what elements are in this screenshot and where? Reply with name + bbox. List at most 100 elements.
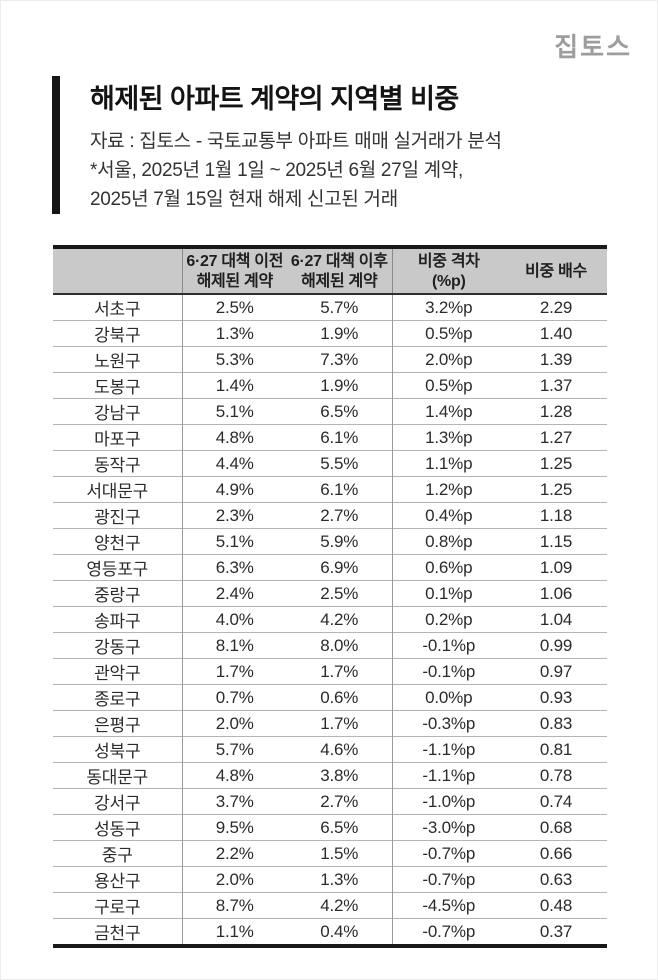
before-cell: 2.5% — [215, 297, 254, 317]
district-cell: 관악구 — [53, 658, 183, 685]
before-cell: 2.2% — [182, 840, 287, 867]
district-cell: 광진구 — [53, 502, 183, 529]
before-cell: 2.0% — [182, 866, 287, 893]
after-cell: 2.7% — [287, 788, 393, 815]
header-multiple: 비중 배수 — [505, 247, 607, 296]
gap-cell: -0.1%p — [392, 632, 505, 659]
before-cell: 8.7% — [182, 892, 287, 919]
before-cell: 5.3% — [182, 346, 287, 373]
table-row: 성북구 5.7% 4.6% -1.1%p 0.81 — [53, 736, 607, 763]
header-line: 6·27 대책 이전 — [186, 253, 284, 270]
after-cell: 1.9% — [287, 372, 393, 399]
multiple-cell: 0.78 — [505, 762, 607, 789]
multiple-cell: 0.99 — [505, 632, 607, 659]
after-cell: 1.7% — [287, 658, 393, 685]
gap-cell: -0.7%p — [392, 866, 505, 893]
after-cell: 8.0% — [287, 632, 393, 659]
district-cell: 서대문구 — [53, 476, 183, 503]
after-cell: 0.6% — [287, 684, 393, 711]
table-row: 서대문구 4.9% 6.1% 1.2%p 1.25 — [53, 476, 607, 503]
multiple-cell: 1.39 — [505, 346, 607, 373]
multiple-cell: 1.37 — [505, 372, 607, 399]
district-cell: 중구 — [53, 840, 183, 867]
after-cell: 6.1% — [287, 476, 393, 503]
table-header-row: 6·27 대책 이전 해제된 계약 6·27 대책 이후 해제된 계약 비중 격… — [53, 247, 607, 296]
before-cell: 2.4% — [182, 580, 287, 607]
after-cell: 4.2% — [287, 606, 393, 633]
gap-cell: -0.1%p — [392, 658, 505, 685]
before-cell: 1.7% — [182, 658, 287, 685]
gap-cell: 1.4%p — [392, 398, 505, 425]
district-cell: 강북구 — [53, 320, 183, 347]
table-row: 강동구 8.1% 8.0% -0.1%p 0.99 — [53, 632, 607, 659]
after-cell: 1.9% — [287, 320, 393, 347]
district-cell: 동대문구 — [53, 762, 183, 789]
table-row: 도봉구 1.4% 1.9% 0.5%p 1.37 — [53, 372, 607, 399]
district-cell: 용산구 — [53, 866, 183, 893]
table-row: 강북구 1.3% 1.9% 0.5%p 1.40 — [53, 320, 607, 347]
gap-cell: -0.7%p — [392, 840, 505, 867]
multiple-cell: 0.68 — [505, 814, 607, 841]
before-cell: 5.1% — [182, 528, 287, 555]
before-cell: 0.7% — [182, 684, 287, 711]
after-cell: 5.7% — [287, 294, 393, 321]
table-row: 양천구 5.1% 5.9% 0.8%p 1.15 — [53, 528, 607, 555]
multiple-cell: 0.97 — [505, 658, 607, 685]
after-cell: 6.1% — [287, 424, 393, 451]
table-row: 용산구 2.0% 1.3% -0.7%p 0.63 — [53, 866, 607, 893]
table-row: 서초구 2.5% 5.7% 3.2%p 2.29 — [53, 294, 607, 321]
gap-cell: -0.3%p — [392, 710, 505, 737]
after-cell: 4.6% — [287, 736, 393, 763]
gap-cell: 0.5%p — [392, 320, 505, 347]
header-line: 해제된 계약 — [196, 272, 274, 290]
district-cell: 종로구 — [53, 684, 183, 711]
before-cell: 6.3% — [182, 554, 287, 581]
gap-cell: 1.3%p — [392, 424, 505, 451]
gap-cell: -1.1%p — [392, 736, 505, 763]
multiple-cell: 1.04 — [505, 606, 607, 633]
multiple-cell: 0.66 — [505, 840, 607, 867]
table-row: 강남구 5.1% 6.5% 1.4%p 1.28 — [53, 398, 607, 425]
multiple-cell: 2.29 — [539, 297, 573, 317]
district-cell: 양천구 — [53, 528, 183, 555]
district-cell: 구로구 — [53, 892, 183, 919]
after-cell: 2.7% — [287, 502, 393, 529]
multiple-cell: 0.81 — [505, 736, 607, 763]
after-cell: 6.9% — [287, 554, 393, 581]
gap-cell: 0.0%p — [392, 684, 505, 711]
district-cell: 성북구 — [53, 736, 183, 763]
district-cell: 성동구 — [53, 814, 183, 841]
table-row: 금천구 1.1% 0.4% -0.7%p 0.37 — [53, 918, 607, 947]
multiple-cell: 1.27 — [505, 424, 607, 451]
multiple-cell: 1.25 — [505, 476, 607, 503]
after-cell: 0.4% — [287, 918, 393, 947]
district-cell: 송파구 — [53, 606, 183, 633]
multiple-cell: 1.28 — [505, 398, 607, 425]
multiple-cell: 0.93 — [505, 684, 607, 711]
before-cell: 4.4% — [182, 450, 287, 477]
multiple-cell: 0.74 — [505, 788, 607, 815]
district-cell: 은평구 — [53, 710, 183, 737]
header-gap: 비중 격차 (%p) — [392, 247, 505, 296]
gap-cell: 3.2%p — [425, 297, 473, 317]
gap-cell: 0.4%p — [392, 502, 505, 529]
before-cell: 4.9% — [182, 476, 287, 503]
district-cell: 강동구 — [53, 632, 183, 659]
gap-cell: -1.1%p — [392, 762, 505, 789]
gap-cell: 0.8%p — [392, 528, 505, 555]
multiple-cell: 1.25 — [505, 450, 607, 477]
before-cell: 2.0% — [182, 710, 287, 737]
district-table: 6·27 대책 이전 해제된 계약 6·27 대책 이후 해제된 계약 비중 격… — [53, 245, 607, 949]
after-cell: 1.5% — [287, 840, 393, 867]
table-row: 은평구 2.0% 1.7% -0.3%p 0.83 — [53, 710, 607, 737]
before-cell: 4.8% — [182, 762, 287, 789]
multiple-cell: 0.83 — [505, 710, 607, 737]
header-after-policy: 6·27 대책 이후 해제된 계약 — [287, 247, 393, 296]
after-cell: 3.8% — [287, 762, 393, 789]
after-cell: 2.5% — [287, 580, 393, 607]
before-cell: 9.5% — [182, 814, 287, 841]
district-cell: 강서구 — [53, 788, 183, 815]
district-cell: 금천구 — [53, 918, 183, 947]
gap-cell: 0.5%p — [392, 372, 505, 399]
gap-cell: -3.0%p — [392, 814, 505, 841]
